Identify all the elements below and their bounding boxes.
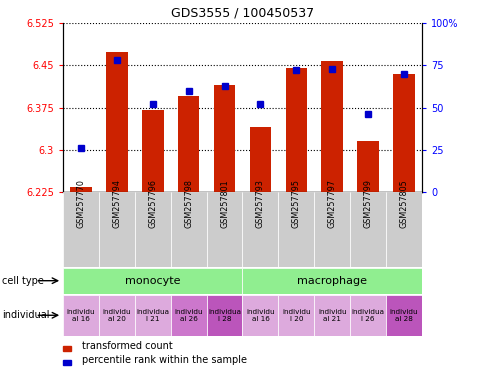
Text: GSM257801: GSM257801 xyxy=(220,179,228,228)
Bar xyxy=(99,295,135,336)
Bar xyxy=(63,192,99,267)
Bar xyxy=(278,192,314,267)
Bar xyxy=(385,192,421,267)
Text: GSM257795: GSM257795 xyxy=(291,179,300,228)
Text: GSM257793: GSM257793 xyxy=(256,179,264,228)
Bar xyxy=(357,141,378,192)
Bar xyxy=(242,295,278,336)
Bar xyxy=(349,295,385,336)
Text: individual: individual xyxy=(2,310,50,320)
Text: individu
al 16: individu al 16 xyxy=(66,309,95,321)
Text: individua
l 28: individua l 28 xyxy=(208,309,241,321)
Bar xyxy=(321,61,342,192)
Bar xyxy=(135,192,170,267)
Text: GSM257798: GSM257798 xyxy=(184,179,193,228)
Bar xyxy=(135,295,170,336)
Text: GSM257797: GSM257797 xyxy=(327,179,336,228)
Bar xyxy=(170,295,206,336)
Bar xyxy=(249,127,271,192)
Text: monocyte: monocyte xyxy=(125,276,180,286)
Text: individu
al 26: individu al 26 xyxy=(174,309,203,321)
Bar xyxy=(314,295,349,336)
Bar xyxy=(349,192,385,267)
Bar xyxy=(278,295,314,336)
Text: GSM257796: GSM257796 xyxy=(148,179,157,228)
Text: GSM257805: GSM257805 xyxy=(399,179,408,228)
Text: transformed count: transformed count xyxy=(82,341,173,351)
Bar xyxy=(206,192,242,267)
Text: individua
l 26: individua l 26 xyxy=(351,309,384,321)
Text: GSM257794: GSM257794 xyxy=(112,179,121,228)
Bar xyxy=(213,85,235,192)
Bar xyxy=(63,295,99,336)
Text: macrophage: macrophage xyxy=(297,276,366,286)
Bar xyxy=(70,187,91,192)
Bar xyxy=(393,74,414,192)
Text: individu
al 21: individu al 21 xyxy=(317,309,346,321)
Bar xyxy=(142,110,163,192)
Bar xyxy=(99,192,135,267)
Text: GSM257770: GSM257770 xyxy=(76,179,85,228)
Bar xyxy=(170,192,206,267)
Bar xyxy=(106,52,127,192)
Title: GDS3555 / 100450537: GDS3555 / 100450537 xyxy=(170,6,314,19)
Bar xyxy=(178,96,199,192)
Text: individu
al 16: individu al 16 xyxy=(245,309,274,321)
Text: individua
l 21: individua l 21 xyxy=(136,309,169,321)
Bar xyxy=(242,268,421,294)
Text: percentile rank within the sample: percentile rank within the sample xyxy=(82,355,247,365)
Text: individu
l 20: individu l 20 xyxy=(281,309,310,321)
Text: individu
al 28: individu al 28 xyxy=(389,309,418,321)
Bar xyxy=(385,295,421,336)
Bar xyxy=(242,192,278,267)
Text: GSM257799: GSM257799 xyxy=(363,179,372,228)
Bar xyxy=(314,192,349,267)
Text: cell type: cell type xyxy=(2,276,44,286)
Bar xyxy=(285,68,306,192)
Bar xyxy=(206,295,242,336)
Bar xyxy=(63,268,242,294)
Text: individu
al 20: individu al 20 xyxy=(102,309,131,321)
